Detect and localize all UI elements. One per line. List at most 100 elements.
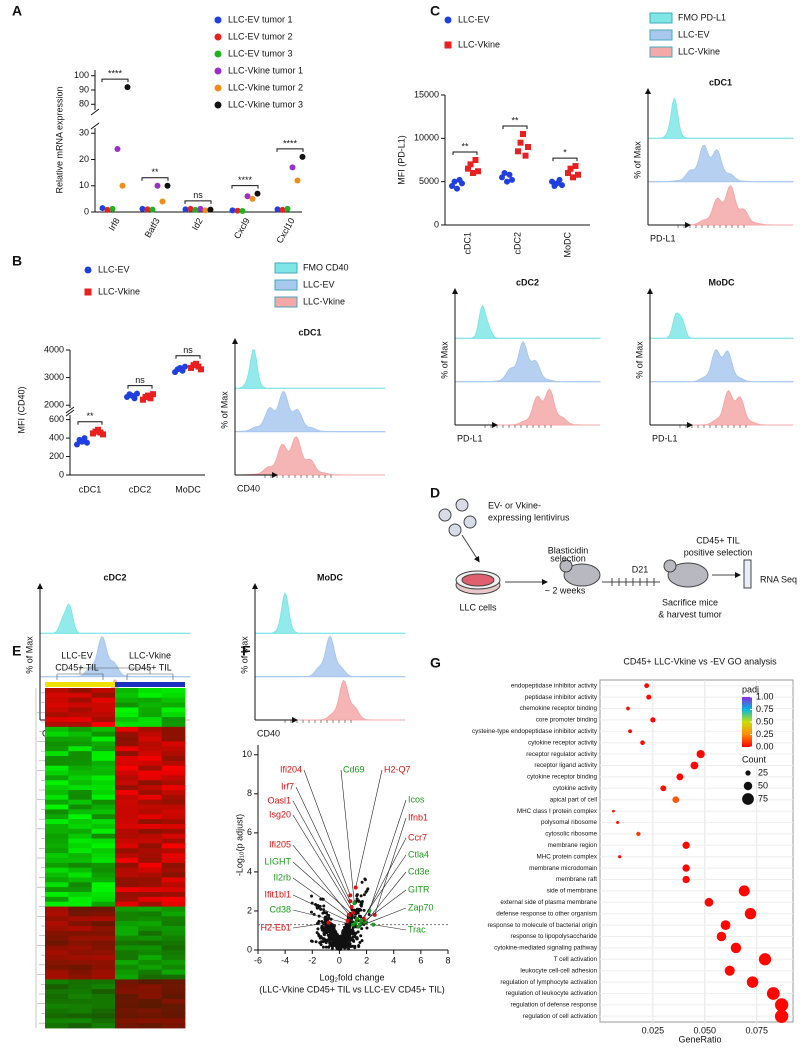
heatmap-cell bbox=[138, 731, 163, 737]
group-bar bbox=[115, 682, 185, 687]
heatmap-cell bbox=[115, 688, 139, 694]
heatmap-cell bbox=[68, 979, 93, 985]
heatmap-cell bbox=[161, 707, 186, 713]
leader-line bbox=[374, 817, 407, 915]
heatmap-cell bbox=[138, 736, 163, 742]
gene-dot bbox=[359, 904, 363, 908]
heatmap-cell bbox=[91, 794, 116, 801]
gene-label: Irf7 bbox=[281, 781, 294, 791]
y-tick-label: 2 bbox=[247, 905, 252, 915]
heatmap-cell bbox=[45, 882, 69, 888]
gene-dot bbox=[317, 933, 321, 937]
x-tick-label: cDC2 bbox=[512, 232, 522, 255]
data-point bbox=[501, 170, 508, 176]
gene-dot bbox=[330, 944, 334, 948]
heatmap-cell bbox=[138, 828, 163, 835]
heatmap-cell bbox=[161, 906, 186, 912]
heatmap-cell bbox=[115, 955, 139, 961]
gene-label: Zap70 bbox=[408, 902, 434, 912]
term-dot bbox=[612, 809, 615, 813]
heatmap-cell bbox=[138, 697, 163, 703]
term-dot bbox=[618, 855, 622, 859]
group-label: LLC-EV bbox=[61, 650, 93, 660]
heatmap-cell bbox=[161, 969, 186, 975]
term-label: defense response to other organism bbox=[496, 910, 597, 917]
data-point bbox=[522, 152, 529, 159]
term-label: side of membrane bbox=[547, 888, 598, 895]
y-tick-label: 10 bbox=[242, 749, 252, 759]
data-point bbox=[556, 176, 563, 183]
gene-label: Cd69 bbox=[343, 764, 365, 774]
heatmap-cell bbox=[115, 746, 139, 752]
leader-line bbox=[340, 769, 355, 904]
heatmap-cell bbox=[45, 707, 69, 713]
gene-label: Il2rb bbox=[273, 872, 291, 882]
data-point bbox=[559, 182, 565, 189]
histogram-curve bbox=[647, 144, 794, 183]
heatmap-cell bbox=[138, 717, 163, 723]
heatmap-cell bbox=[68, 814, 93, 820]
heatmap-cell bbox=[115, 843, 139, 849]
heatmap-cell bbox=[45, 1008, 69, 1014]
gene-dot bbox=[367, 913, 371, 917]
gene-dot bbox=[348, 934, 352, 938]
heatmap-cell bbox=[68, 726, 93, 733]
term-label: T cell activation bbox=[554, 956, 598, 963]
heatmap-cell bbox=[115, 1013, 139, 1019]
term-label: regulation of cell activation bbox=[523, 1013, 598, 1020]
x-tick-label: 0.025 bbox=[642, 1025, 665, 1035]
heatmap-cell bbox=[138, 989, 163, 995]
heatmap-cell bbox=[115, 930, 139, 937]
gene-dot bbox=[324, 911, 328, 915]
heatmap bbox=[45, 688, 186, 1029]
x-tick-label: Id2 bbox=[190, 216, 205, 232]
gene-dot bbox=[325, 931, 329, 935]
histogram-title: MoDC bbox=[709, 277, 735, 287]
heatmap-cell bbox=[138, 712, 163, 718]
heatmap-cell bbox=[91, 688, 116, 694]
y-tick-label: 3000 bbox=[44, 372, 64, 382]
leader-line bbox=[369, 799, 407, 912]
gene-dot bbox=[344, 927, 348, 931]
heatmap-cell bbox=[138, 775, 163, 781]
term-dot bbox=[766, 987, 780, 1000]
significance-bracket bbox=[141, 177, 169, 181]
heatmap-cell bbox=[115, 926, 139, 932]
heatmap-cell bbox=[91, 872, 116, 878]
heatmap-cell bbox=[161, 824, 186, 830]
heatmap-cell bbox=[45, 984, 69, 990]
data-point bbox=[99, 205, 106, 212]
data-point bbox=[449, 183, 455, 189]
data-point bbox=[134, 390, 140, 397]
data-point bbox=[234, 207, 241, 214]
leader-line bbox=[364, 871, 407, 923]
x-tick-label: Cxcl9 bbox=[232, 216, 252, 240]
heatmap-cell bbox=[115, 780, 139, 786]
heatmap-cell bbox=[45, 858, 69, 864]
heatmap-cell bbox=[45, 722, 69, 728]
heatmap-cell bbox=[161, 770, 186, 776]
heatmap-cell bbox=[138, 960, 163, 966]
significance-bracket bbox=[552, 157, 578, 162]
leader-line bbox=[359, 889, 407, 925]
heatmap-cell bbox=[91, 722, 116, 728]
heatmap-cell bbox=[45, 887, 69, 893]
heatmap-cell bbox=[138, 926, 163, 932]
gene-label: LIGHT bbox=[264, 856, 291, 866]
size-label: 50 bbox=[758, 780, 768, 790]
histogram-curve bbox=[650, 389, 793, 426]
heatmap-cell bbox=[138, 1018, 163, 1024]
heatmap-cell bbox=[115, 804, 139, 810]
term-label: external side of plasma membrane bbox=[500, 899, 597, 906]
heatmap-cell bbox=[68, 892, 93, 898]
gene-dot bbox=[351, 944, 355, 948]
histogram-curve bbox=[254, 591, 406, 634]
heatmap-cell bbox=[45, 726, 69, 733]
heatmap-cell bbox=[45, 862, 69, 869]
data-point bbox=[244, 193, 251, 200]
heatmap-cell bbox=[45, 1018, 69, 1024]
heatmap-cell bbox=[161, 979, 186, 985]
data-point bbox=[525, 144, 531, 150]
heatmap-cell bbox=[45, 809, 69, 815]
heatmap-cell bbox=[68, 1003, 93, 1009]
